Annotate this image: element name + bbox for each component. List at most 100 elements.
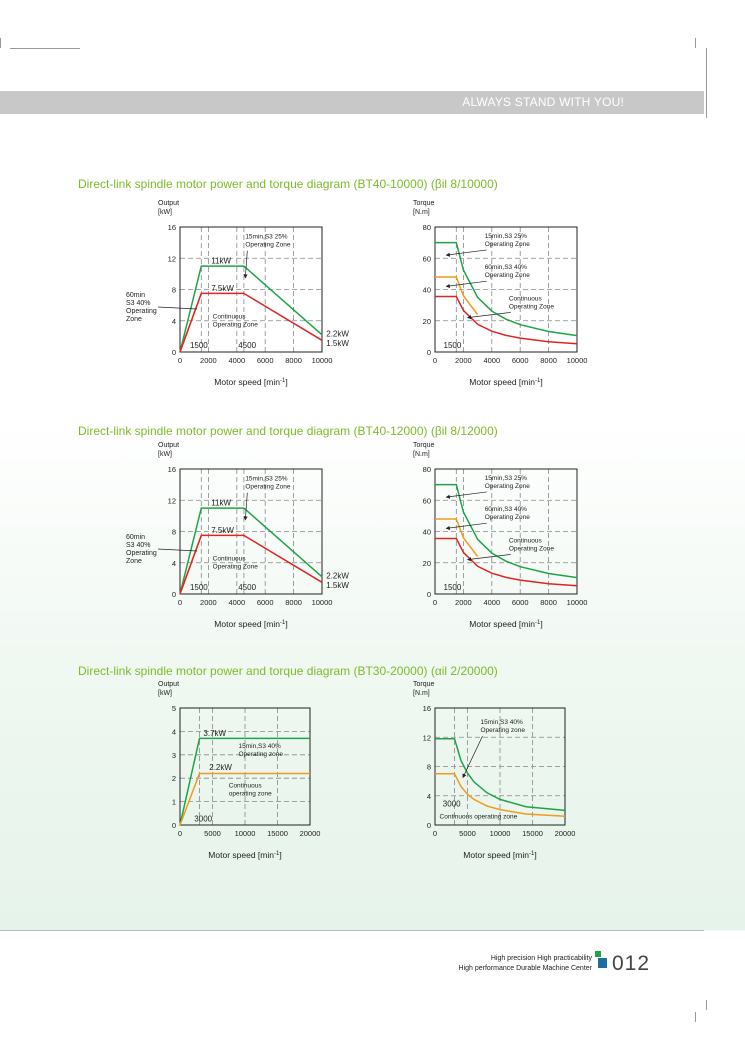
y-tick-label: 16 bbox=[168, 465, 176, 474]
plot-frame bbox=[179, 468, 323, 595]
zone-arrow bbox=[445, 522, 487, 531]
side-zone-label: 60min bbox=[126, 292, 145, 299]
side-zone-pointer bbox=[157, 548, 198, 552]
y-tick-label: 0 bbox=[172, 821, 176, 830]
x-tick-label: 8000 bbox=[540, 598, 557, 607]
x-axis-title: Motor speed [min-1] bbox=[469, 619, 542, 629]
y-tick-label: 2 bbox=[172, 774, 176, 783]
side-zone-label: S3 40% bbox=[126, 300, 151, 307]
x-tick-label: 10000 bbox=[235, 829, 256, 838]
chart-torque-bt40-10000: 0 2000 4000 6000 8000 10000 0 20 40 60 80 Torque [N.… bbox=[413, 200, 587, 387]
zone-label: 15min,S3 25% bbox=[245, 234, 287, 241]
data-label: 1500 bbox=[190, 341, 208, 350]
side-zone-label: S3 40% bbox=[126, 542, 151, 549]
zone-label: Operating Zone bbox=[509, 303, 555, 310]
x-tick-label: 8000 bbox=[540, 356, 557, 365]
y-tick-label: 4 bbox=[172, 317, 176, 326]
x-tick-label: 8000 bbox=[285, 356, 302, 365]
data-label: 1500 bbox=[190, 583, 208, 592]
y-axis-unit: [N.m] bbox=[413, 690, 430, 697]
x-tick-label: 10000 bbox=[490, 829, 511, 838]
data-label: 3.7kW bbox=[203, 729, 226, 738]
x-tick-label: 6000 bbox=[512, 356, 529, 365]
y-tick-label: 0 bbox=[172, 348, 176, 357]
y-tick-label: 0 bbox=[427, 348, 431, 357]
zone-label: 15min,S3 25% bbox=[485, 233, 527, 240]
x-tick-label: 15000 bbox=[522, 829, 543, 838]
series-line-red bbox=[435, 537, 578, 587]
x-axis-title: Motor speed [min-1] bbox=[463, 850, 536, 860]
zone-label: Operating Zone bbox=[213, 321, 259, 328]
zone-arrow bbox=[445, 491, 487, 499]
x-axis-title: Motor speed [min-1] bbox=[208, 850, 281, 860]
x-tick-label: 0 bbox=[178, 356, 182, 365]
crop-mark bbox=[706, 1000, 707, 1010]
zone-label: Continuous bbox=[229, 783, 263, 790]
y-tick-label: 0 bbox=[427, 821, 431, 830]
data-label: 4500 bbox=[238, 583, 256, 592]
y-axis-title: Output bbox=[158, 442, 179, 449]
plot-frame bbox=[434, 468, 578, 595]
crop-mark bbox=[10, 48, 80, 49]
zone-label: Operating Zone bbox=[509, 545, 555, 552]
data-label: 2.2kW bbox=[209, 763, 232, 772]
zone-label: Continuous operating zone bbox=[440, 813, 518, 820]
brand-square-icon bbox=[595, 951, 607, 968]
data-label: 11kW bbox=[211, 499, 231, 508]
y-tick-label: 8 bbox=[172, 286, 176, 295]
series-line-green bbox=[435, 737, 566, 812]
slogan-text: ALWAYS STAND WITH YOU! bbox=[462, 95, 624, 109]
plot-frame bbox=[179, 707, 311, 826]
y-tick-label: 0 bbox=[172, 590, 176, 599]
data-label: 1.5kW bbox=[326, 581, 349, 590]
x-tick-label: 0 bbox=[433, 356, 437, 365]
x-tick-label: 2000 bbox=[455, 356, 472, 365]
x-tick-label: 4000 bbox=[483, 356, 500, 365]
data-label: 7.5kW bbox=[211, 526, 234, 535]
series-line-orange bbox=[179, 772, 310, 826]
y-axis-title: Torque bbox=[413, 442, 435, 449]
y-axis-title: Output bbox=[158, 681, 179, 688]
y-tick-label: 20 bbox=[423, 559, 431, 568]
crop-mark bbox=[695, 1012, 696, 1022]
side-zone-label: Zone bbox=[126, 558, 142, 565]
zone-label: Continuous bbox=[213, 313, 247, 320]
y-tick-label: 12 bbox=[168, 254, 176, 263]
zone-label: Continuous bbox=[509, 295, 543, 302]
zone-label: Operating Zone bbox=[485, 241, 531, 248]
side-zone-label: Zone bbox=[126, 316, 142, 323]
y-tick-label: 16 bbox=[423, 704, 431, 713]
side-zone-label: Operating bbox=[126, 308, 157, 315]
zone-label: 15min,S3 40% bbox=[481, 719, 523, 726]
series-line-orange bbox=[435, 276, 479, 315]
zone-label: Operating zone bbox=[239, 751, 284, 758]
section-heading-1: Direct-link spindle motor power and torq… bbox=[78, 177, 498, 191]
side-zone-label: 60min bbox=[126, 534, 145, 541]
y-tick-label: 60 bbox=[423, 254, 431, 263]
y-tick-label: 80 bbox=[423, 223, 431, 232]
data-label: 3000 bbox=[443, 800, 461, 809]
y-tick-label: 8 bbox=[427, 763, 431, 772]
x-tick-label: 8000 bbox=[285, 598, 302, 607]
zone-arrow bbox=[243, 492, 248, 521]
y-tick-label: 40 bbox=[423, 286, 431, 295]
zone-arrow bbox=[466, 312, 511, 320]
data-label: 1.5kW bbox=[326, 339, 349, 348]
footer-tagline-2: High performance Durable Machine Center bbox=[458, 965, 592, 972]
crop-mark bbox=[695, 38, 696, 48]
data-label: 3000 bbox=[194, 814, 212, 823]
y-axis-title: Torque bbox=[413, 681, 435, 688]
y-axis-unit: [N.m] bbox=[413, 451, 430, 458]
plot-frame bbox=[179, 226, 323, 353]
series-line-red bbox=[179, 292, 323, 353]
x-tick-label: 6000 bbox=[512, 598, 529, 607]
zone-label: 60min,S3 40% bbox=[485, 264, 527, 271]
x-tick-label: 5000 bbox=[459, 829, 476, 838]
y-tick-label: 4 bbox=[172, 559, 176, 568]
x-tick-label: 20000 bbox=[300, 829, 321, 838]
chart-torque-bt40-12000: 0 2000 4000 6000 8000 10000 0 20 40 60 80 Torque [N.… bbox=[413, 442, 587, 629]
zone-label: 15min,S3 25% bbox=[485, 475, 527, 482]
y-axis-unit: [kW] bbox=[158, 451, 172, 458]
y-axis-title: Output bbox=[158, 200, 179, 207]
y-tick-label: 4 bbox=[427, 792, 431, 801]
